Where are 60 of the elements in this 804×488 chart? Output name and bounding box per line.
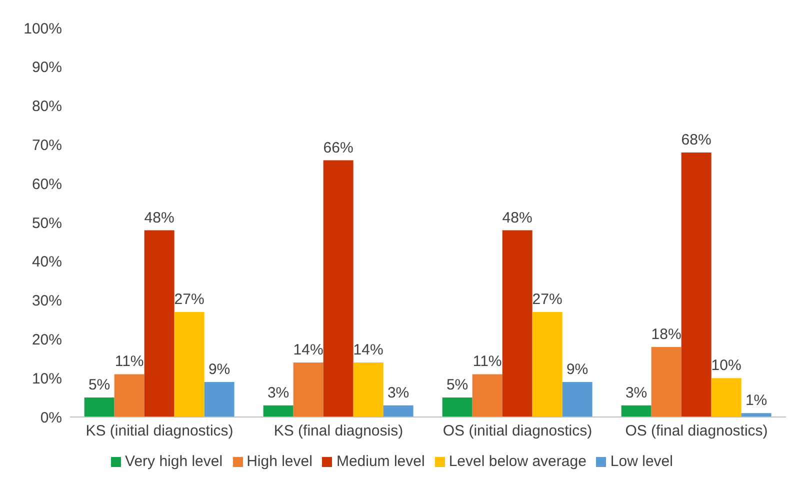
bar (532, 312, 562, 417)
data-label: 9% (566, 360, 588, 378)
data-label: 3% (387, 384, 410, 402)
legend-label: High level (246, 453, 312, 470)
y-tick-label: 30% (32, 292, 62, 310)
bar (204, 382, 234, 417)
y-tick-label: 20% (32, 332, 62, 349)
data-label: 68% (681, 131, 712, 148)
y-tick-label: 100% (24, 20, 62, 38)
data-label: 11% (472, 353, 502, 370)
legend-label: Level below average (448, 453, 586, 470)
legend-label: Medium level (336, 453, 425, 470)
data-label: 5% (88, 376, 110, 394)
bar (442, 398, 472, 417)
bar (323, 160, 354, 417)
legend-label: Very high level (125, 453, 223, 470)
bar (114, 374, 144, 417)
data-label: 48% (502, 209, 532, 226)
bar (383, 405, 414, 417)
bar (651, 346, 682, 417)
x-tick-label: KS (initial diagnostics) (86, 422, 234, 440)
data-label: 1% (745, 392, 768, 410)
bar (472, 374, 502, 417)
bar (144, 230, 174, 417)
data-label: 14% (293, 342, 324, 359)
data-label: 3% (625, 384, 648, 402)
y-tick-label: 40% (32, 254, 62, 271)
y-tick-label: 80% (32, 98, 62, 116)
x-tick-label: KS (final diagnosis) (274, 422, 404, 440)
bar (263, 405, 294, 417)
data-label: 10% (711, 357, 742, 374)
y-tick-label: 70% (32, 137, 62, 154)
bar (711, 378, 742, 417)
data-label: 18% (651, 326, 682, 343)
bar (353, 362, 384, 417)
bar (681, 152, 712, 417)
data-label: 11% (114, 353, 144, 370)
data-label: 48% (144, 209, 174, 226)
data-label: 27% (532, 290, 562, 308)
bar (562, 382, 592, 417)
data-label: 66% (323, 139, 354, 156)
data-label: 5% (446, 376, 468, 394)
y-tick-label: 50% (32, 214, 62, 232)
data-label: 3% (267, 384, 290, 402)
y-tick-label: 0% (40, 409, 62, 426)
y-tick-label: 60% (32, 176, 62, 193)
bar (621, 405, 652, 417)
x-tick-label: OS (final diagnostics) (625, 422, 768, 440)
x-tick-label: OS (initial diagnostics) (442, 422, 592, 440)
bar (174, 312, 204, 417)
bar (741, 413, 772, 417)
bar (84, 398, 114, 417)
data-label: 9% (208, 360, 230, 378)
y-tick-label: 90% (32, 59, 62, 76)
data-label: 27% (174, 290, 204, 308)
y-tick-label: 10% (32, 370, 62, 388)
bar (293, 362, 324, 417)
legend-label: Low level (610, 453, 673, 470)
data-label: 14% (353, 342, 384, 359)
bar (502, 230, 532, 417)
